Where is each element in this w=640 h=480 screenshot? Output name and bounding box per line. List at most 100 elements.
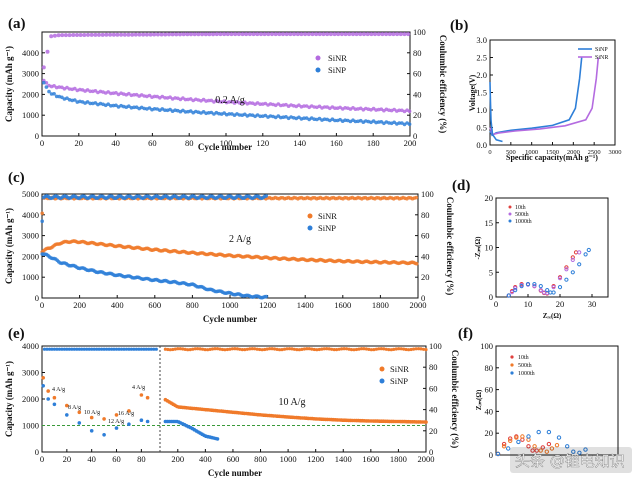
- panel-e-data-point: [335, 348, 339, 352]
- panel-e-data-point: [315, 348, 319, 352]
- panel-a-data-point: [82, 33, 87, 37]
- panel-a-y2-tick-label: 60: [413, 69, 422, 79]
- panel-a-data-point: [384, 32, 389, 37]
- panel-a-data-point: [52, 33, 57, 38]
- panel-a-data-point: [65, 96, 69, 100]
- panel-e-data-point: [186, 348, 190, 352]
- panel-f-data-point: [546, 429, 552, 435]
- panel-e-data-point: [77, 347, 81, 351]
- panel-e-data-point: [357, 347, 361, 351]
- panel-a-y-axis-title: Capacity (mAh g⁻¹): [4, 46, 14, 122]
- panel-c-x-tick-label: 1800: [372, 300, 389, 310]
- panel-a-legend-label: SiNR: [328, 53, 347, 63]
- panel-e-x-tick-label: 80: [137, 454, 146, 464]
- panel-b-series-line: [489, 57, 600, 136]
- panel-a-data-point: [365, 32, 370, 37]
- panel-e-data-point: [80, 347, 84, 351]
- panel-c-y-tick-label: 0: [35, 293, 39, 303]
- panel-e-rate-label: 4 A/g: [52, 387, 65, 393]
- panel-e-data-point: [124, 347, 129, 351]
- panel-a-data-point: [109, 104, 113, 108]
- panel-f-legend-marker: [510, 371, 514, 375]
- panel-e-x-tick-label: 1200: [307, 454, 324, 464]
- panel-c-x-tick-label: 200: [73, 300, 86, 310]
- panel-f-data-point: [534, 448, 539, 453]
- panel-c-y-tick-label: 4000: [22, 210, 39, 220]
- panel-e-y-tick-label: 0: [35, 447, 39, 457]
- panel-b-x-tick-label: 2000: [567, 149, 580, 156]
- panel-c-y-tick-label: 1000: [22, 272, 39, 282]
- panel-e-data-point: [67, 347, 71, 351]
- panel-e-rate-annotation: 10 A/g: [279, 397, 306, 408]
- panel-e-data-point: [90, 347, 94, 351]
- panel-e-data-point: [176, 347, 180, 351]
- panel-e-data-point: [145, 395, 150, 400]
- panel-a-data-point: [174, 32, 179, 37]
- panel-a-data-point: [207, 32, 212, 37]
- panel-f-data-point: [546, 441, 552, 447]
- panel-e-data-point: [191, 347, 195, 351]
- panel-a-data-point: [259, 32, 263, 37]
- panel-c-y2-tick-label: 80: [421, 210, 430, 220]
- panel-e-data-point: [154, 347, 158, 351]
- panel-a-data-point: [132, 105, 136, 110]
- panel-e-data-point: [72, 347, 76, 351]
- panel-e-data-point: [166, 347, 170, 352]
- panel-e-data-point: [233, 347, 237, 351]
- panel-e-data-point: [225, 347, 229, 352]
- panel-a-data-point: [240, 32, 245, 37]
- panel-e-data-point: [387, 348, 391, 352]
- panel-e-data-point: [349, 348, 354, 352]
- panel-d-data-point: [541, 290, 547, 295]
- panel-a-data-point: [78, 33, 83, 37]
- panel-a-data-point: [88, 101, 92, 106]
- panel-e-data-point: [57, 347, 62, 351]
- panel-e-data-point: [384, 347, 388, 351]
- panel-f-data-point: [583, 447, 588, 452]
- panel-e-x-tick-label: 200: [171, 454, 184, 464]
- panel-e-data-point: [248, 347, 252, 351]
- panel-e-data-point: [258, 347, 262, 352]
- panel-a-data-point: [369, 32, 374, 37]
- panel-e-data-point: [379, 347, 383, 351]
- panel-a-data-point: [322, 105, 327, 109]
- panel-a-x-axis-title: Cycle number: [198, 142, 252, 152]
- panel-f-data-point: [495, 451, 501, 457]
- panel-e-data-point: [112, 347, 116, 351]
- panel-a-x-tick-label: 60: [148, 138, 157, 148]
- panel-d-x-tick-label: 30: [588, 299, 597, 309]
- panel-d-data-point: [577, 250, 582, 255]
- panel-e-rate-label: 4 A/g: [132, 385, 145, 391]
- panel-a-data-point: [244, 32, 249, 37]
- panel-a-data-point: [163, 108, 167, 112]
- panel-e-data-point: [65, 413, 69, 417]
- panel-a-data-point: [85, 100, 90, 104]
- panel-e-data-point: [278, 348, 282, 352]
- panel-e-data-point: [268, 347, 272, 351]
- panel-a-data-point: [209, 110, 214, 115]
- panel-e-data-point: [89, 415, 94, 420]
- panel-a-data-point: [170, 32, 175, 37]
- panel-e-data-point: [198, 347, 202, 351]
- panel-d-data-point: [551, 285, 556, 290]
- panel-a-data-point: [192, 32, 197, 37]
- panel-a-data-point: [203, 32, 208, 37]
- panel-b-y-axis-title: Voltage(V): [468, 74, 477, 111]
- panel-b-x-tick-label: 2500: [588, 149, 601, 156]
- panel-e-data-point: [139, 393, 144, 397]
- panel-e-data-point: [310, 347, 314, 351]
- panel-a-data-point: [227, 100, 232, 104]
- panel-e-data-point: [302, 347, 306, 351]
- panel-e-data-point: [82, 347, 86, 351]
- panel-a-data-point: [266, 32, 271, 37]
- panel-a-data-point: [41, 65, 46, 70]
- panel-a-data-point: [248, 101, 252, 105]
- panel-e-data-point: [114, 347, 119, 351]
- panel-d-data-point: [577, 262, 582, 267]
- panel-a-data-point: [67, 33, 72, 38]
- panel-e-data-point: [149, 347, 153, 351]
- panel-e-data-point: [218, 347, 222, 351]
- panel-e-data-point: [85, 347, 89, 351]
- panel-a-data-point: [89, 32, 94, 37]
- panel-a-data-point: [88, 89, 92, 94]
